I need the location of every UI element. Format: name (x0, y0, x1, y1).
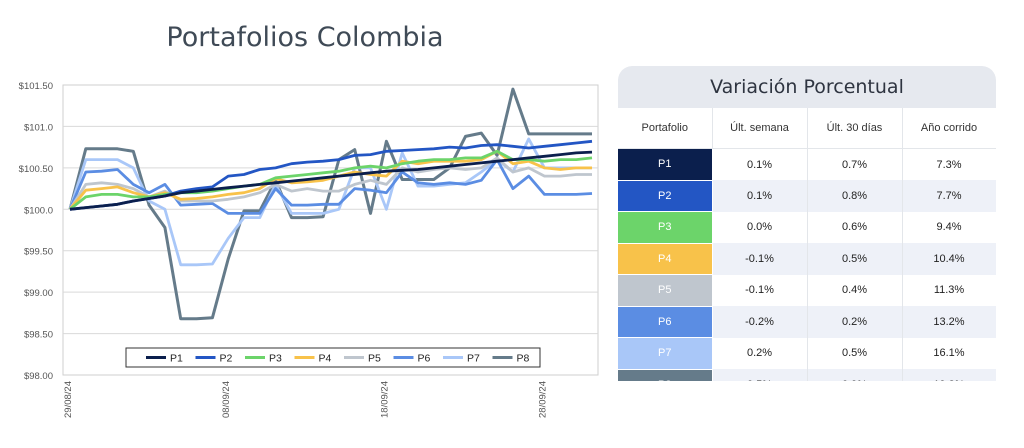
plot-area (62, 84, 599, 376)
x-tick-label: 28/09/24 (538, 381, 549, 418)
y-tick-label: $101.0 (24, 122, 53, 133)
ytd-cell: 19.8% (902, 369, 996, 381)
last-week-cell: 0.1% (712, 180, 808, 212)
last-30-days-cell: 0.4% (807, 274, 903, 306)
series-line-p3 (69, 149, 593, 211)
last-week-cell: -0.1% (712, 274, 808, 306)
ytd-cell: 9.4% (902, 211, 996, 243)
ytd-cell: 7.7% (902, 180, 996, 212)
table-row: P1 0.1% 0.7% 7.3% (618, 148, 996, 181)
y-tick-label: $98.50 (24, 330, 53, 341)
table-row: P3 0.0% 0.6% 9.4% (618, 211, 996, 244)
portfolio-cell: P8 (618, 369, 713, 381)
last-30-days-cell: 0.5% (807, 243, 903, 275)
legend-label: P8 (517, 353, 530, 365)
legend-label: P6 (418, 353, 431, 365)
legend-label: P2 (220, 353, 233, 365)
table-row: P7 0.2% 0.5% 16.1% (618, 337, 996, 370)
header-last-week: Últ. semana (712, 108, 808, 149)
y-tick-label: $100.0 (24, 205, 53, 216)
portfolio-cell: P3 (618, 211, 713, 244)
last-30-days-cell: 0.2% (807, 306, 903, 338)
legend-label: P1 (170, 353, 183, 365)
series-line-p6 (68, 158, 593, 215)
ytd-cell: 13.2% (902, 306, 996, 338)
last-week-cell: 0.0% (712, 211, 808, 243)
ytd-cell: 10.4% (902, 243, 996, 275)
table-row: P6 -0.2% 0.2% 13.2% (618, 306, 996, 338)
line-chart: $98.00 $98.50 $99.00 $99.50 $100.0 $100.50 $10… (19, 81, 599, 418)
legend-label: P7 (467, 353, 480, 365)
legend-label: P5 (368, 353, 381, 365)
last-30-days-cell: 0.5% (807, 337, 903, 369)
table-row: P5 -0.1% 0.4% 11.3% (618, 274, 996, 307)
portfolio-cell: P6 (618, 306, 713, 338)
legend-box (125, 347, 541, 368)
last-week-cell: -0.2% (712, 306, 808, 338)
last-week-cell: 0.5% (712, 369, 808, 381)
table-row: P2 0.1% 0.8% 7.7% (618, 180, 996, 212)
y-tick-label: $101.50 (19, 81, 53, 92)
y-tick-label: $98.00 (24, 371, 53, 382)
chart-title: Portafolios Colombia (166, 22, 444, 53)
ytd-cell: 11.3% (902, 274, 996, 306)
legend-label: P4 (319, 353, 332, 365)
table-row: P4 -0.1% 0.5% 10.4% (618, 243, 996, 275)
x-tick-label: 18/09/24 (379, 381, 390, 418)
table-header-row: Portafolio Últ. semana Últ. 30 días Año … (618, 108, 996, 149)
table-title: Variación Porcentual (618, 66, 996, 108)
header-portfolio: Portafolio (618, 108, 713, 149)
y-tick-label: $99.50 (24, 247, 53, 258)
variation-table: Portafolio Últ. semana Últ. 30 días Año … (618, 108, 996, 381)
table-row: P80.5%0.9%19.8% (618, 369, 996, 381)
last-week-cell: -0.1% (712, 243, 808, 275)
series-line-p8 (68, 87, 592, 321)
header-last-30-days: Últ. 30 días (807, 108, 903, 149)
last-30-days-cell: 0.6% (807, 211, 903, 243)
y-tick-label: $100.50 (19, 164, 53, 175)
portfolio-cell: P2 (618, 180, 713, 212)
last-week-cell: 0.1% (712, 148, 808, 180)
legend-label: P3 (269, 353, 282, 365)
last-30-days-cell: 0.8% (807, 180, 903, 212)
last-30-days-cell: 0.7% (807, 148, 903, 180)
series-line-p1 (69, 150, 593, 211)
last-week-cell: 0.2% (712, 337, 808, 369)
last-30-days-cell: 0.9% (807, 369, 903, 381)
variation-panel: Variación Porcentual Portafolio Últ. sem… (618, 66, 996, 381)
x-tick-label: 08/09/24 (221, 381, 232, 418)
portfolio-cell: P5 (618, 274, 713, 307)
header-ytd: Año corrido (902, 108, 996, 149)
portfolio-cell: P1 (618, 148, 713, 181)
y-tick-label: $99.00 (24, 288, 53, 299)
portfolio-cell: P7 (618, 337, 713, 370)
portfolio-cell: P4 (618, 243, 713, 275)
x-tick-label: 29/08/24 (63, 381, 74, 418)
ytd-cell: 16.1% (902, 337, 996, 369)
ytd-cell: 7.3% (902, 148, 996, 180)
